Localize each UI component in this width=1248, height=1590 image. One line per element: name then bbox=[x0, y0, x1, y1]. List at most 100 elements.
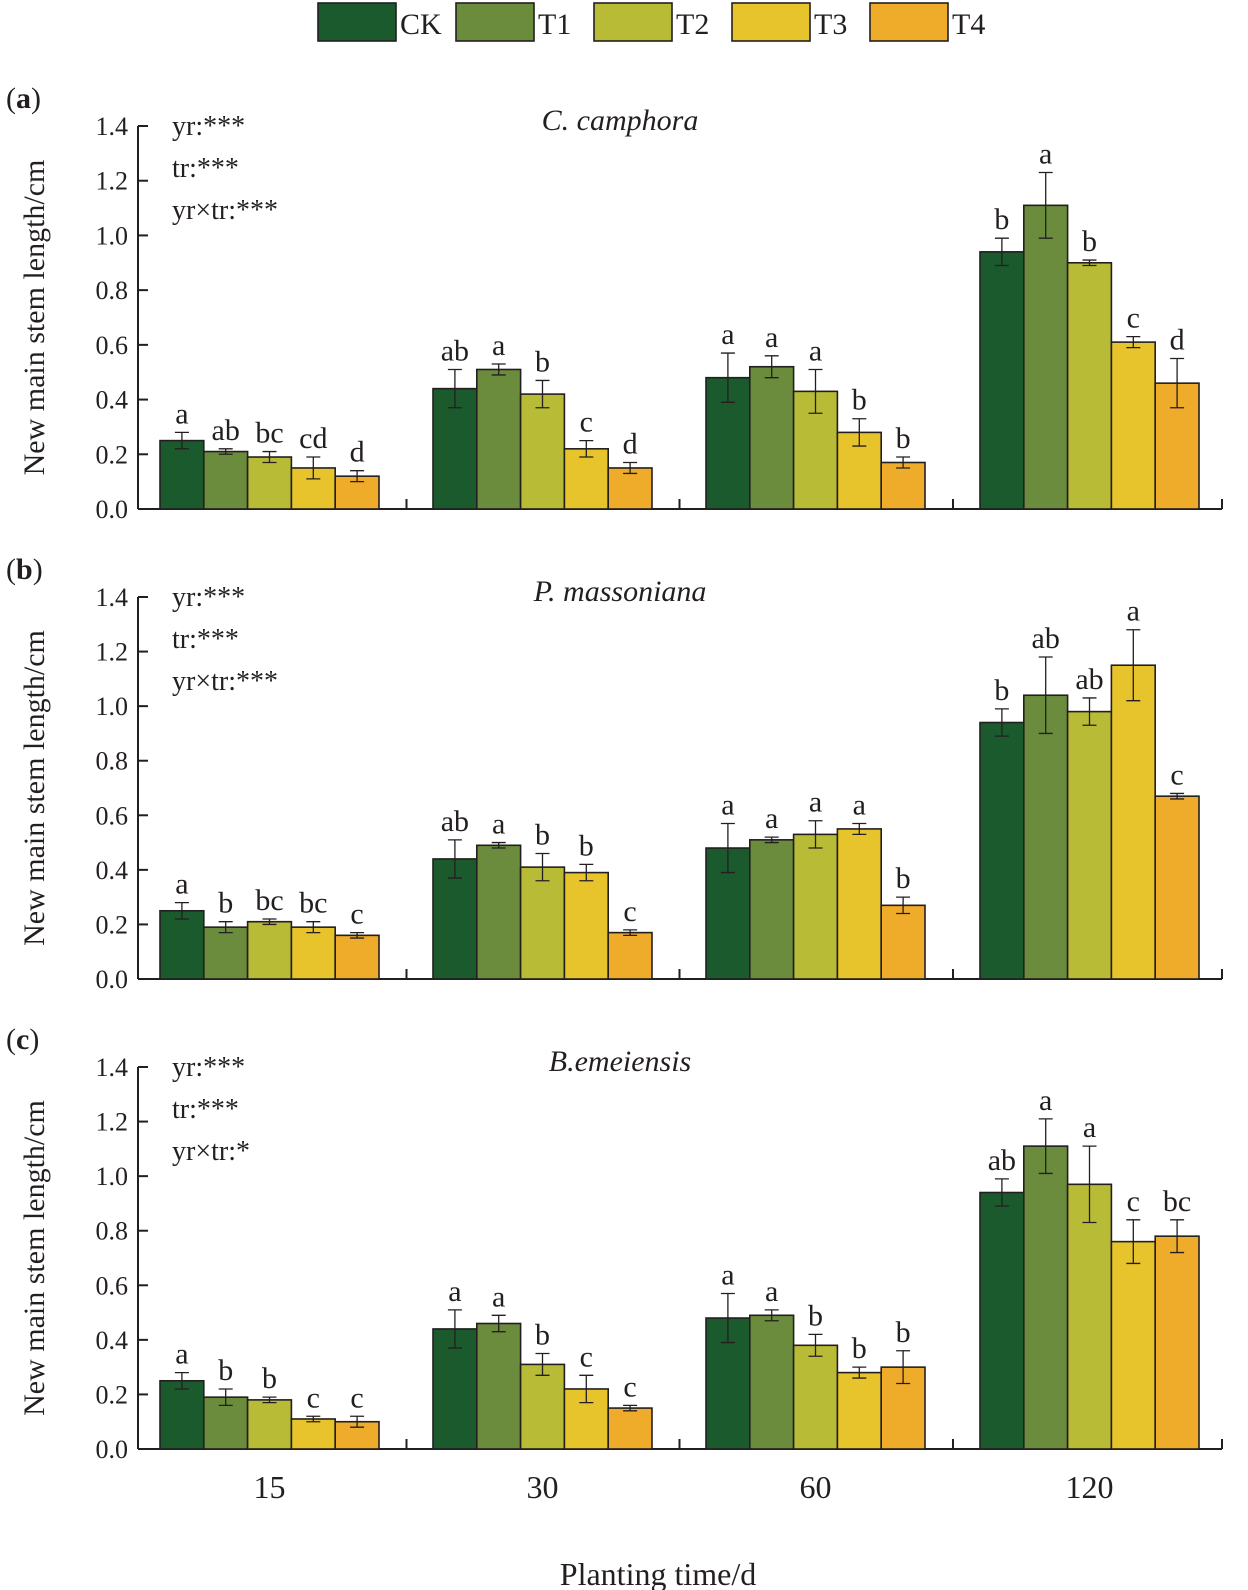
legend-label-t2: T2 bbox=[676, 8, 709, 41]
significance-label: b bbox=[1082, 225, 1097, 258]
bar-t3-15 bbox=[290, 926, 336, 980]
significance-label: b bbox=[579, 829, 594, 862]
error-bar bbox=[306, 921, 321, 934]
y-tick-label: 1.2 bbox=[96, 167, 129, 196]
bar-t2-15 bbox=[246, 920, 293, 980]
significance-label: ab bbox=[1075, 663, 1103, 696]
error-bar bbox=[852, 418, 867, 447]
bar-t3-30 bbox=[563, 448, 610, 510]
significance-label: ab bbox=[441, 334, 469, 367]
panel-a: 0.0 0.2 0.4 0.6 0.8 1.0 1.2 1.4 New main stem le… bbox=[6, 82, 1223, 524]
significance-label: ab bbox=[988, 1144, 1016, 1177]
error-bar bbox=[447, 1309, 462, 1349]
bar-t4-120 bbox=[1154, 1235, 1200, 1450]
significance-label: c bbox=[623, 895, 636, 928]
error-bar bbox=[1082, 1145, 1097, 1224]
significance-label: bc bbox=[1163, 1185, 1191, 1218]
bar-ck-120 bbox=[979, 721, 1025, 980]
error-bar bbox=[1038, 1118, 1053, 1175]
error-bar bbox=[306, 1415, 321, 1423]
error-bar bbox=[1126, 336, 1141, 349]
bar-ck-30 bbox=[432, 1328, 478, 1450]
bar-ck-15 bbox=[159, 909, 205, 980]
error-bar bbox=[1038, 171, 1053, 239]
error-bar bbox=[1170, 1219, 1185, 1254]
error-bar bbox=[350, 470, 365, 483]
stats-line: yr:*** bbox=[172, 111, 245, 142]
y-axis-title: New main stem length/cm bbox=[18, 630, 51, 946]
error-bar bbox=[350, 931, 365, 939]
x-tick-label: 120 bbox=[1066, 1469, 1114, 1505]
legend-label-t3: T3 bbox=[814, 8, 847, 41]
significance-label: b bbox=[896, 422, 911, 455]
significance-label: bc bbox=[255, 884, 283, 917]
error-bar bbox=[218, 921, 233, 934]
error-bar bbox=[447, 368, 462, 409]
bar-t3-120 bbox=[1110, 664, 1157, 980]
bar-t2-60 bbox=[792, 833, 839, 980]
y-tick-label: 0.6 bbox=[96, 801, 129, 830]
significance-label: b bbox=[852, 384, 867, 417]
bar-t4-30 bbox=[607, 1407, 653, 1450]
bar-t1-120 bbox=[1022, 204, 1069, 510]
legend-swatch-ck bbox=[317, 2, 397, 42]
bar-t4-15 bbox=[334, 934, 380, 980]
legend-swatch-t2 bbox=[593, 2, 673, 42]
error-bar bbox=[262, 1396, 277, 1404]
error-bar bbox=[994, 708, 1009, 737]
significance-label: b bbox=[808, 1299, 823, 1332]
significance-label: c bbox=[1127, 1185, 1140, 1218]
error-bar bbox=[350, 1415, 365, 1428]
x-tick-label: 15 bbox=[254, 1469, 286, 1505]
bar-t1-30 bbox=[475, 1322, 522, 1450]
bar-t3-60 bbox=[836, 828, 883, 980]
error-bar bbox=[896, 896, 911, 915]
stats-line: yr:*** bbox=[172, 1052, 245, 1083]
significance-label: a bbox=[492, 329, 505, 362]
error-bar bbox=[764, 836, 779, 844]
bar-t3-120 bbox=[1110, 341, 1157, 510]
significance-label: bc bbox=[299, 887, 327, 920]
significance-label: cd bbox=[299, 422, 327, 455]
significance-label: d bbox=[623, 427, 638, 460]
significance-label: c bbox=[1170, 758, 1183, 791]
bar-t2-120 bbox=[1066, 261, 1113, 510]
y-tick-label: 1.0 bbox=[96, 1162, 129, 1191]
x-tick-label: 30 bbox=[527, 1469, 559, 1505]
significance-label: b bbox=[896, 862, 911, 895]
bar-t1-15 bbox=[203, 926, 249, 980]
error-bar bbox=[1126, 1219, 1141, 1265]
significance-label: a bbox=[1083, 1111, 1096, 1144]
error-bar bbox=[1082, 697, 1097, 726]
stats-line: yr×tr:*** bbox=[172, 195, 278, 226]
panel-c: 0.0 0.2 0.4 0.6 0.8 1.0 1.2 1.4 15 30 60 120 New mai… bbox=[6, 1023, 1223, 1505]
error-bar bbox=[306, 456, 321, 480]
significance-label: b bbox=[852, 1332, 867, 1365]
error-bar bbox=[896, 1350, 911, 1385]
legend: CK T1 T2 T3 T4 bbox=[317, 2, 985, 42]
stats-line: yr:*** bbox=[172, 582, 245, 613]
error-bar bbox=[623, 461, 638, 475]
significance-label: b bbox=[994, 674, 1009, 707]
significance-label: a bbox=[1039, 1084, 1052, 1117]
error-bar bbox=[579, 1374, 594, 1404]
error-bar bbox=[720, 352, 735, 403]
y-tick-label: 0.0 bbox=[96, 965, 129, 994]
stats-line: tr:*** bbox=[172, 1094, 239, 1125]
legend-swatch-t4 bbox=[869, 2, 949, 42]
error-bar bbox=[491, 363, 506, 376]
panel-letter: (a) bbox=[6, 82, 41, 115]
significance-label: ab bbox=[1032, 622, 1060, 655]
error-bar bbox=[174, 1371, 189, 1390]
significance-label: a bbox=[492, 1280, 505, 1313]
error-bar bbox=[535, 852, 550, 882]
significance-label: a bbox=[853, 788, 866, 821]
bar-t4-60 bbox=[880, 461, 926, 510]
bar-t4-30 bbox=[607, 931, 653, 980]
significance-label: c bbox=[580, 406, 593, 439]
error-bar bbox=[174, 901, 189, 920]
significance-label: a bbox=[175, 868, 188, 901]
error-bar bbox=[535, 379, 550, 409]
significance-label: a bbox=[765, 802, 778, 835]
